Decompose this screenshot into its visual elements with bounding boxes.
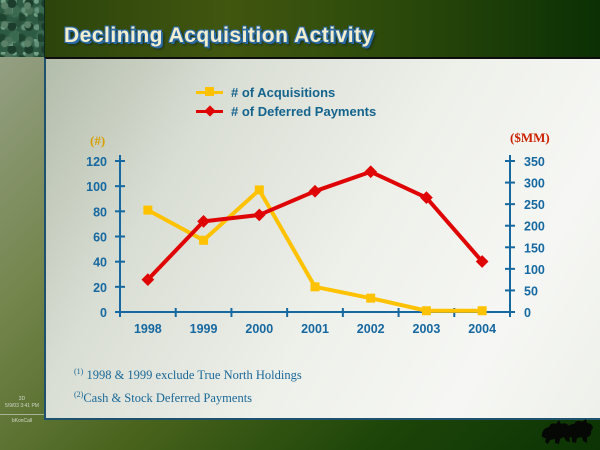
svg-text:300: 300 xyxy=(524,177,545,191)
left-axis-unit-label: (#) xyxy=(90,133,106,148)
svg-text:2004: 2004 xyxy=(468,322,496,336)
svg-text:60: 60 xyxy=(93,231,107,245)
svg-text:100: 100 xyxy=(86,180,107,194)
chart-svg: 0 20 40 60 80 100 120 0 50 100 150 200 250 300 350 1998… xyxy=(86,155,545,336)
footnote-2-sup: (2) xyxy=(74,390,84,400)
square-marker-icon xyxy=(205,87,214,96)
legend-line-yellow-icon xyxy=(196,87,223,96)
svg-text:100: 100 xyxy=(524,263,545,277)
svg-text:120: 120 xyxy=(86,155,107,169)
svg-text:0: 0 xyxy=(524,306,531,320)
stamp-line-3: bKonCall xyxy=(11,418,33,424)
page-title: Declining Acquisition Activity xyxy=(64,24,374,47)
svg-text:2001: 2001 xyxy=(301,322,329,336)
svg-text:20: 20 xyxy=(93,281,107,295)
legend-item-acquisitions: # of Acquisitions xyxy=(196,83,376,102)
svg-text:1998: 1998 xyxy=(134,322,162,336)
footnote-2-text: Cash & Stock Deferred Payments xyxy=(83,391,253,406)
stamp-line-1: 3D xyxy=(18,396,26,402)
svg-text:80: 80 xyxy=(93,205,107,219)
svg-text:0: 0 xyxy=(100,306,107,320)
svg-text:50: 50 xyxy=(524,284,538,298)
content-panel: # of Acquisitions # of Deferred Payments… xyxy=(44,57,600,420)
footnote-1-sup: (1) xyxy=(74,367,84,376)
svg-text:1999: 1999 xyxy=(190,322,218,336)
svg-text:40: 40 xyxy=(93,256,107,270)
legend-line-red-icon xyxy=(196,105,223,117)
svg-text:350: 350 xyxy=(524,155,545,169)
legend-item-deferred-payments: # of Deferred Payments xyxy=(196,102,376,121)
svg-text:2002: 2002 xyxy=(357,322,385,336)
stamp-timestamp: 5/9/03 3:41 PM xyxy=(5,403,39,409)
legend-label: # of Deferred Payments xyxy=(231,104,377,119)
footnotes: (1) 1998 & 1999 exclude True North Holdi… xyxy=(74,362,302,408)
svg-text:2000: 2000 xyxy=(245,322,273,336)
svg-text:250: 250 xyxy=(524,198,545,212)
right-axis-unit-label: ($MM) xyxy=(510,130,550,145)
sidebar-stamp: 3D 5/9/03 3:41 PM bKonCall xyxy=(0,396,44,425)
header-band: Declining Acquisition Activity xyxy=(0,0,600,57)
chart-legend: # of Acquisitions # of Deferred Payments xyxy=(196,83,376,121)
svg-text:150: 150 xyxy=(524,241,545,255)
footnote-1-text: 1998 & 1999 exclude True North Holdings xyxy=(86,368,302,383)
footnote-1: (1) 1998 & 1999 exclude True North Holdi… xyxy=(74,362,302,385)
svg-text:200: 200 xyxy=(524,220,545,234)
svg-text:2003: 2003 xyxy=(413,322,441,336)
footnote-2: (2)Cash & Stock Deferred Payments xyxy=(74,385,302,408)
legend-label: # of Acquisitions xyxy=(231,85,336,100)
bulls-logo-icon xyxy=(541,419,593,444)
marble-texture-image xyxy=(0,0,45,57)
stamp-divider xyxy=(0,414,44,415)
